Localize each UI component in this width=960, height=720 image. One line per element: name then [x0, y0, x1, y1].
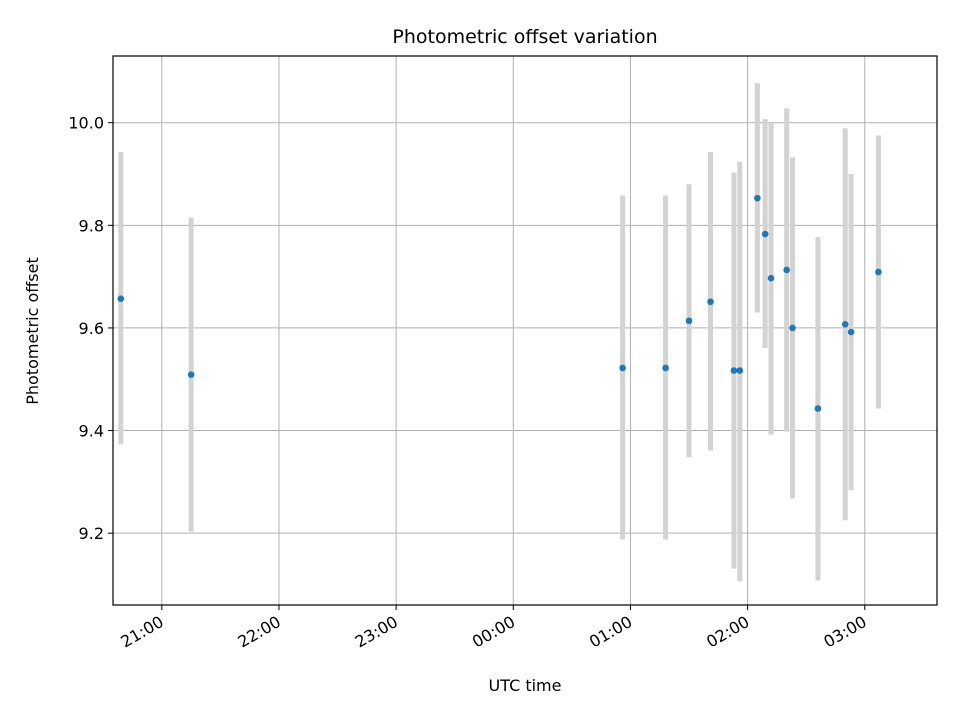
data-point: [187, 371, 195, 378]
x-axis-title: UTC time: [489, 676, 562, 695]
data-point: [730, 367, 738, 374]
data-point: [789, 324, 796, 332]
y-axis-ticks: 9.2 9.4 9.6 9.8 10.0: [68, 114, 113, 543]
data-point: [685, 317, 693, 325]
data-point: [761, 230, 769, 238]
grid: [113, 56, 937, 605]
data-point: [875, 268, 882, 276]
data-point: [754, 194, 761, 202]
plot-area-frame: [112, 55, 938, 606]
data-point: [841, 321, 849, 328]
data-point: [847, 328, 855, 336]
data-points: [117, 194, 882, 412]
data-point: [662, 364, 669, 372]
data-point: [814, 405, 822, 412]
y-tick-label: 9.4: [79, 422, 104, 441]
data-point: [619, 364, 626, 372]
data-point: [767, 274, 775, 282]
y-axis-title: Photometric offset: [23, 257, 42, 405]
y-tick-label: 9.8: [79, 216, 104, 235]
data-point: [707, 298, 714, 306]
data-point: [117, 295, 125, 302]
y-tick-label: 10.0: [68, 114, 104, 133]
chart-title: Photometric offset variation: [392, 26, 657, 48]
data-point: [736, 367, 744, 374]
y-tick-label: 9.2: [79, 524, 104, 543]
y-tick-label: 9.6: [79, 319, 104, 338]
data-point: [783, 266, 790, 274]
